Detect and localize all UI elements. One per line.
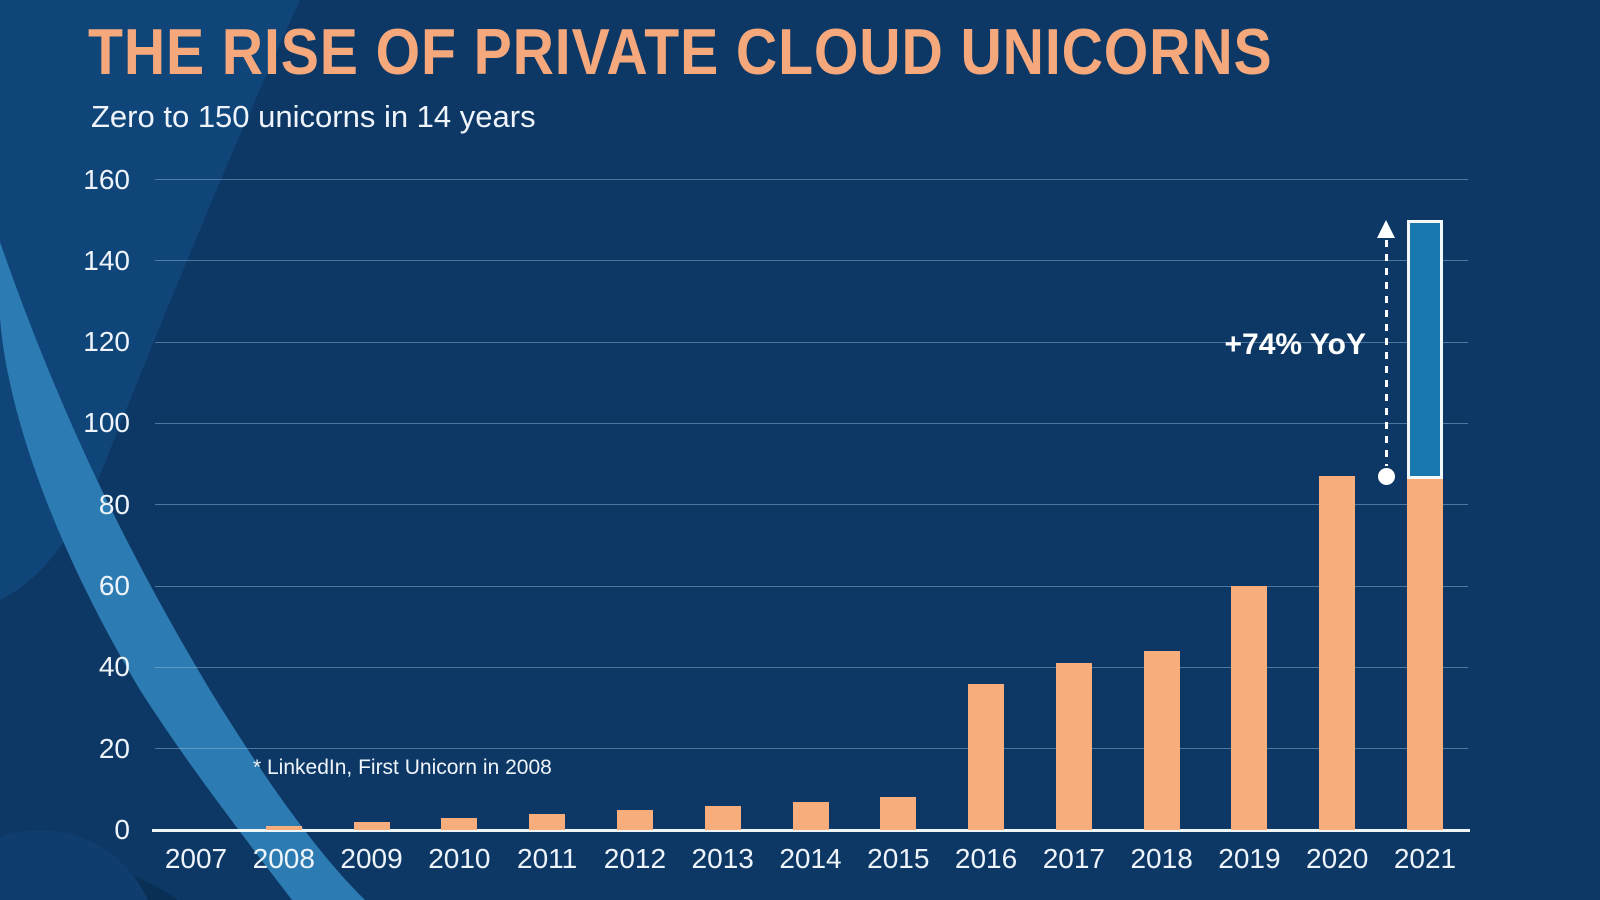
y-tick-label-80: 80: [98, 488, 130, 520]
gridline-40: [155, 666, 1468, 668]
x-axis-line: [152, 828, 1470, 832]
x-tick-label-2016: 2016: [954, 843, 1018, 874]
y-tick-label-40: 40: [98, 651, 130, 683]
gridline-160: [155, 179, 1468, 180]
page-title: THE RISE OF PRIVATE CLOUD UNICORNS: [88, 15, 1273, 88]
x-tick-label-2007: 2007: [164, 843, 228, 874]
x-tick-label-2008: 2008: [252, 843, 315, 874]
page-subtitle: Zero to 150 unicorns in 14 years: [91, 99, 536, 134]
gridline-100: [155, 422, 1468, 424]
bar-2014: [792, 801, 829, 830]
bar-2020: [1319, 476, 1356, 830]
bar-2017: [1055, 663, 1092, 830]
x-tick-label-2011: 2011: [517, 843, 578, 874]
gridline-140: [155, 260, 1468, 262]
y-tick-label-100: 100: [83, 407, 130, 439]
gridline-80: [155, 504, 1468, 506]
bar-2013: [704, 805, 741, 830]
bar-2012: [616, 809, 653, 830]
y-tick-label-160: 160: [83, 163, 130, 195]
x-tick-label-2015: 2015: [867, 843, 930, 874]
gridline-20: [155, 748, 1468, 750]
yoy-start-dot: [1377, 467, 1395, 485]
bar-2008: [265, 825, 302, 830]
y-tick-label-140: 140: [83, 244, 130, 276]
highlight-bar-2021: [1407, 220, 1443, 480]
x-tick-label-2013: 2013: [691, 843, 754, 874]
gridline-120: [155, 341, 1468, 343]
bar-2015: [880, 797, 917, 830]
y-tick-label-60: 60: [98, 570, 130, 602]
x-tick-label-2014: 2014: [779, 843, 842, 874]
yoy-arrow-icon: [1377, 220, 1395, 239]
y-tick-label-20: 20: [98, 732, 130, 764]
x-tick-label-2009: 2009: [340, 843, 403, 874]
bar-2016: [968, 683, 1005, 830]
bar-2010: [441, 817, 478, 830]
x-tick-label-2020: 2020: [1306, 843, 1369, 874]
x-tick-label-2018: 2018: [1130, 843, 1193, 874]
x-tick-label-2021: 2021: [1393, 843, 1457, 874]
bar-2021: [1407, 476, 1443, 830]
x-tick-label-2017: 2017: [1042, 843, 1105, 874]
bar-2019: [1231, 586, 1268, 830]
x-tick-label-2010: 2010: [428, 843, 491, 874]
gridline-60: [155, 585, 1468, 587]
bar-2018: [1143, 651, 1180, 830]
yoy-label: +74% YoY: [1224, 328, 1366, 362]
y-tick-label-0: 0: [114, 814, 130, 845]
x-tick-label-2012: 2012: [603, 843, 667, 874]
x-tick-label-2019: 2019: [1218, 843, 1281, 874]
y-tick-label-120: 120: [83, 326, 130, 358]
bar-2009: [353, 821, 390, 830]
decor-corner-circle: [0, 830, 148, 900]
footnote: * LinkedIn, First Unicorn in 2008: [253, 756, 552, 779]
yoy-dashed-line: [1384, 240, 1388, 467]
bar-2011: [529, 813, 566, 830]
